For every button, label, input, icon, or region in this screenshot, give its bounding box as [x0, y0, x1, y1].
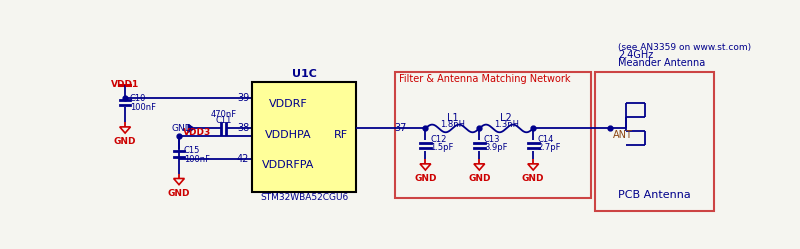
Text: VDDRF: VDDRF [269, 99, 308, 109]
Text: 37: 37 [394, 124, 407, 133]
Text: RF: RF [334, 129, 348, 140]
Text: 42: 42 [237, 154, 249, 164]
Text: C13: C13 [484, 135, 501, 144]
Text: VDDHPA: VDDHPA [266, 129, 312, 140]
Text: 2.4GHz: 2.4GHz [618, 50, 653, 60]
Text: 2.7pF: 2.7pF [538, 143, 562, 152]
Text: VDD1: VDD1 [111, 80, 139, 89]
Text: GND: GND [468, 174, 490, 183]
Text: Meander Antenna: Meander Antenna [618, 58, 705, 68]
Text: 100nF: 100nF [184, 155, 210, 164]
Text: L1: L1 [446, 113, 458, 123]
Text: ANT: ANT [614, 129, 633, 140]
Text: VDDRFPA: VDDRFPA [262, 160, 314, 170]
Text: STM32WBA52CGU6: STM32WBA52CGU6 [260, 193, 348, 202]
Text: C11: C11 [215, 116, 232, 125]
Text: 470nF: 470nF [210, 110, 237, 119]
Text: 39: 39 [237, 93, 249, 103]
Text: 1.5pF: 1.5pF [430, 143, 454, 152]
Text: Filter & Antenna Matching Network: Filter & Antenna Matching Network [399, 74, 570, 84]
Text: U1C: U1C [292, 69, 317, 79]
Bar [594, 72, 714, 211]
Text: GND: GND [168, 188, 190, 197]
Text: 100nF: 100nF [130, 103, 156, 112]
Text: GND: GND [114, 137, 136, 146]
Text: C10: C10 [130, 94, 146, 103]
Text: C12: C12 [430, 135, 446, 144]
Text: (see AN3359 on www.st.com): (see AN3359 on www.st.com) [618, 43, 751, 52]
Polygon shape [188, 124, 194, 132]
Text: GND: GND [171, 124, 192, 133]
Text: 1.8nH: 1.8nH [440, 120, 465, 129]
Bar [252, 82, 356, 191]
Text: GND: GND [414, 174, 437, 183]
Text: GND: GND [522, 174, 545, 183]
Text: 38: 38 [237, 124, 249, 133]
Text: 1.3nH: 1.3nH [494, 120, 518, 129]
Bar [394, 72, 591, 198]
Text: 3.9pF: 3.9pF [484, 143, 507, 152]
Text: C14: C14 [538, 135, 554, 144]
Text: C15: C15 [184, 145, 200, 154]
Text: PCB Antenna: PCB Antenna [618, 190, 691, 200]
Text: L2: L2 [500, 113, 512, 123]
Text: VDD3: VDD3 [183, 128, 211, 137]
